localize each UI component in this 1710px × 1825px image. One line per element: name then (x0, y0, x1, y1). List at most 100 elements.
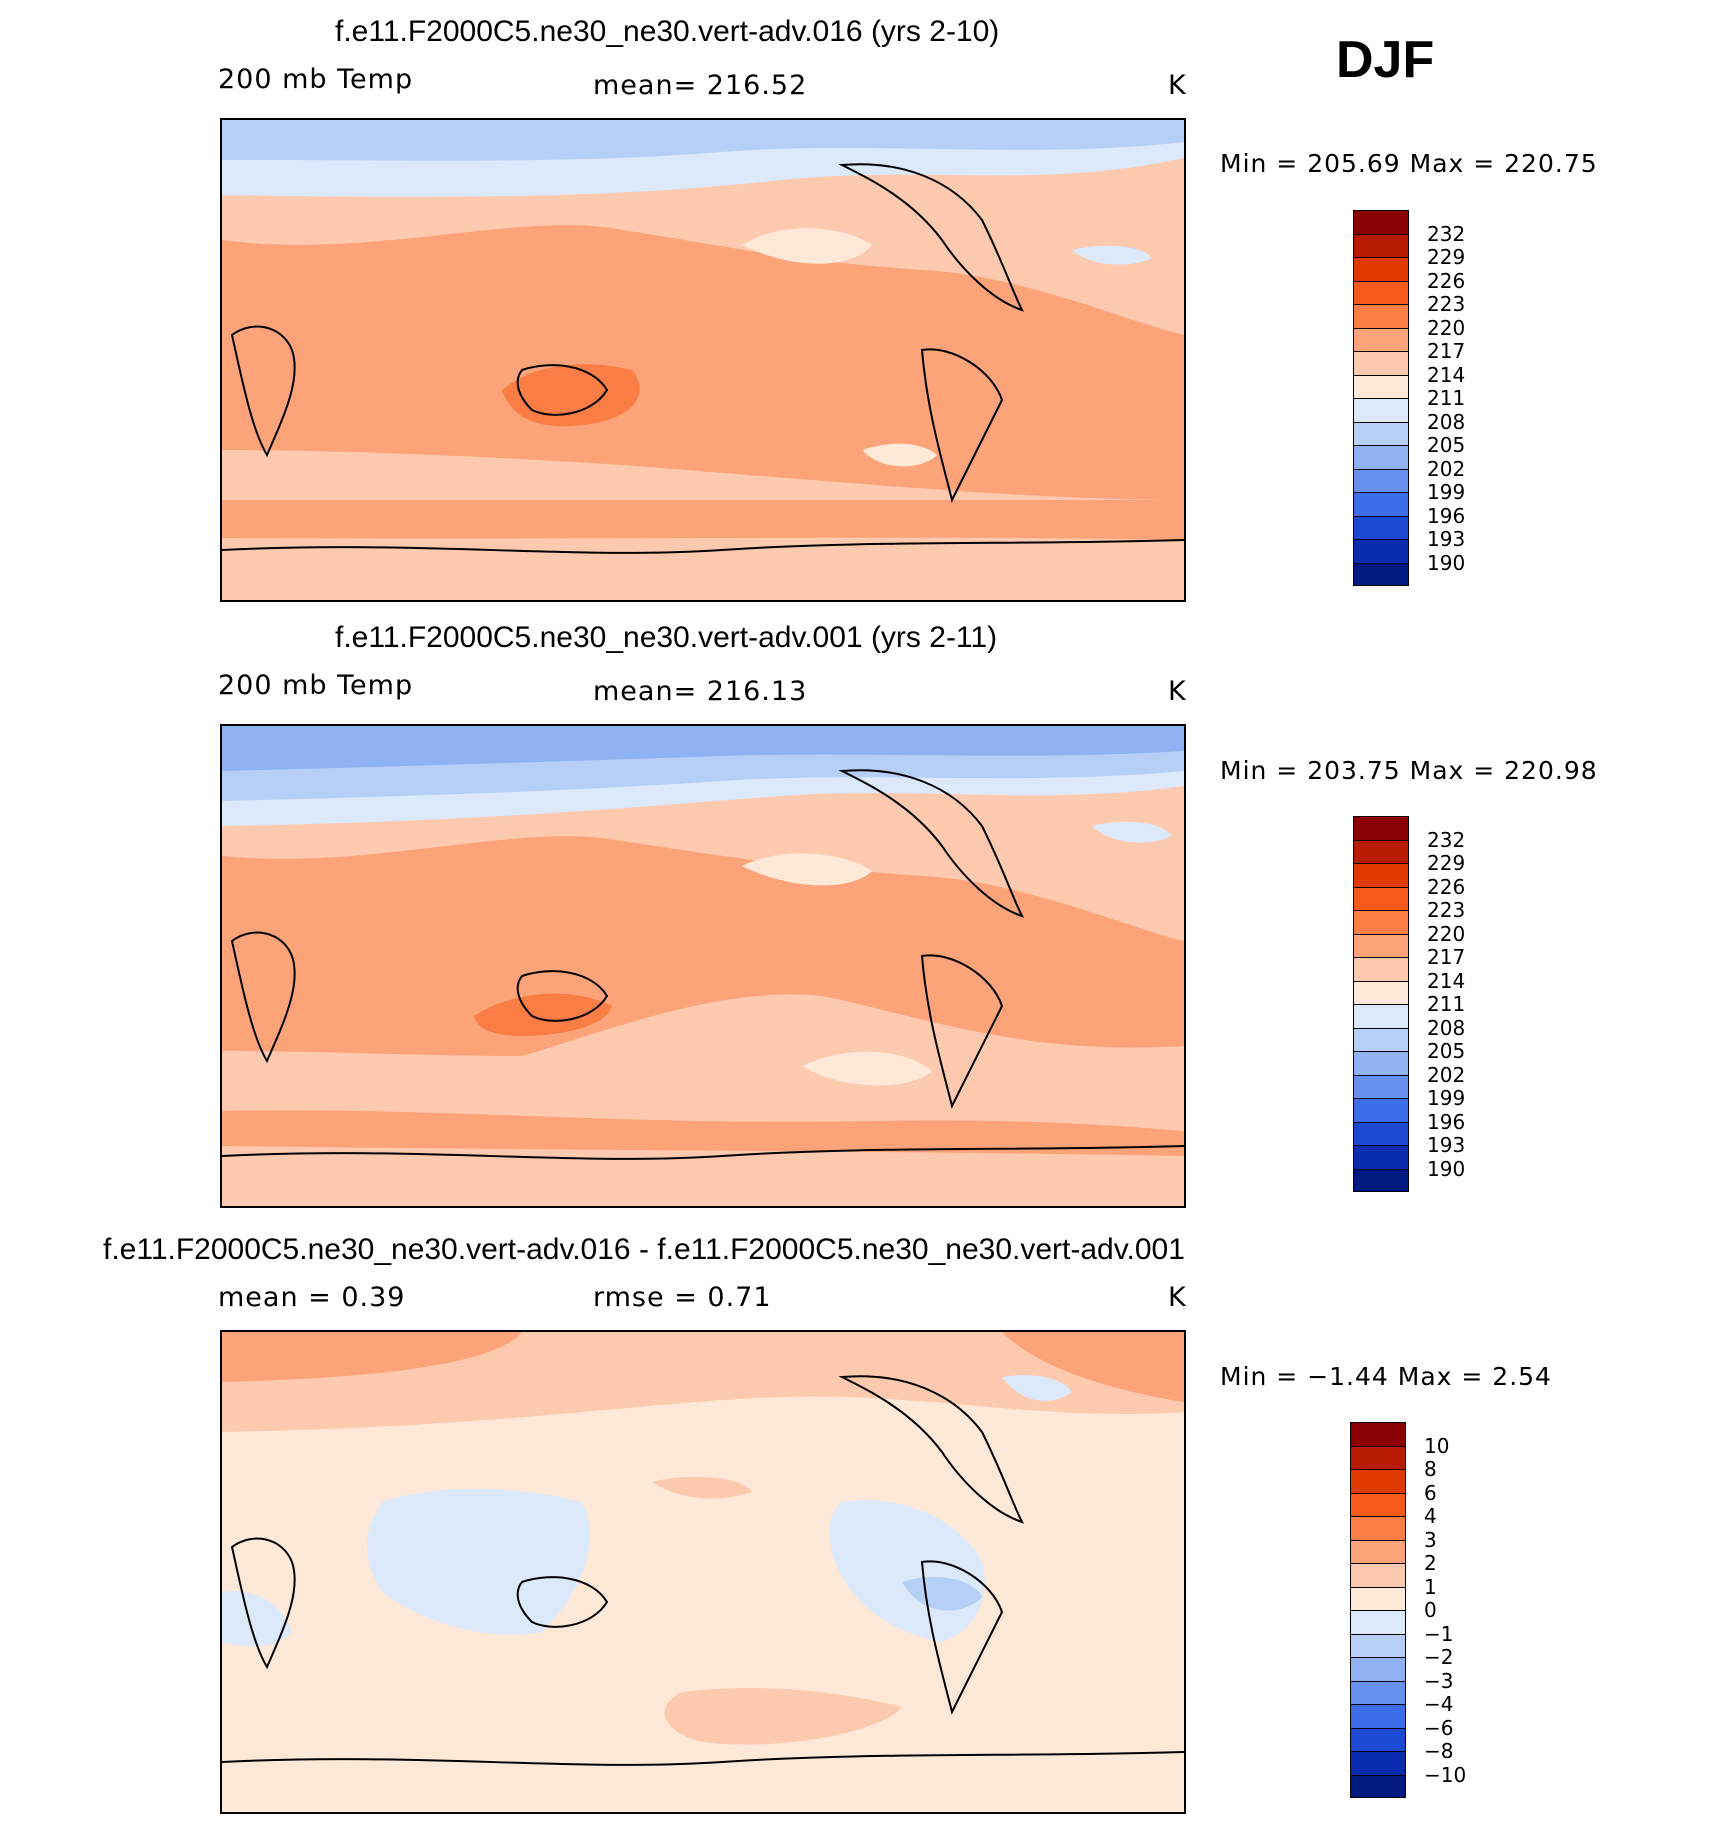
colorbar-tick-label: 199 (1427, 1086, 1466, 1110)
colorbar-tick-label: 202 (1427, 456, 1466, 481)
panel-1-units: K (1168, 70, 1187, 101)
colorbar-tick-label: −2 (1424, 1645, 1454, 1669)
colorbar-swatch (1353, 468, 1409, 492)
colorbar-tick-label: 10 (1424, 1433, 1450, 1458)
colorbar-tick-label: 202 (1427, 1062, 1466, 1087)
colorbar-tick-label: 8 (1424, 1457, 1437, 1481)
colorbar-swatch (1353, 1027, 1409, 1051)
colorbar-swatch (1350, 1563, 1406, 1587)
colorbar-tick-label: 217 (1427, 339, 1466, 363)
colorbar-tick-label: 223 (1427, 898, 1466, 922)
colorbar-tick-label: 193 (1427, 527, 1466, 551)
colorbar-swatch (1353, 515, 1409, 539)
colorbar-frame (1350, 1422, 1406, 1798)
colorbar-swatch (1353, 910, 1409, 934)
colorbar-tick-label: 232 (1427, 221, 1466, 246)
colorbar-tick-label: 196 (1427, 503, 1466, 528)
colorbar-swatch (1353, 304, 1409, 328)
colorbar-tick-label: 214 (1427, 968, 1466, 993)
colorbar-swatch (1350, 1422, 1406, 1446)
colorbar-tick-label: 6 (1424, 1480, 1437, 1505)
colorbar-tick-label: 214 (1427, 362, 1466, 387)
colorbar-swatch (1353, 280, 1409, 304)
colorbar-swatch (1353, 816, 1409, 840)
panel-2-contour-field (222, 726, 1184, 1206)
colorbar-tick-label: 211 (1427, 992, 1466, 1016)
colorbar-swatch (1353, 957, 1409, 981)
colorbar-swatch (1353, 863, 1409, 887)
colorbar-swatch (1353, 351, 1409, 375)
panel-3-mean-label: mean = 0.39 (218, 1282, 406, 1313)
colorbar-swatch (1353, 210, 1409, 234)
colorbar-swatch (1350, 1539, 1406, 1563)
panel-3-units: K (1168, 1282, 1187, 1313)
panel-3-contour-field (222, 1332, 1184, 1812)
colorbar-swatch (1353, 374, 1409, 398)
panel-2-variable-label: 200 mb Temp (218, 670, 414, 701)
colorbar-tick-label: 3 (1424, 1527, 1437, 1552)
season-label: DJF (1336, 31, 1435, 89)
colorbar-swatch (1350, 1633, 1406, 1657)
colorbar-swatch (1353, 980, 1409, 1004)
colorbar-tick-label: 226 (1427, 874, 1466, 899)
panel-1-map (220, 118, 1186, 602)
colorbar-swatch (1350, 1445, 1406, 1469)
colorbar-swatch (1350, 1704, 1406, 1728)
colorbar-swatch (1353, 233, 1409, 257)
colorbar-tick-label: 199 (1427, 480, 1466, 504)
panel-3-title: f.e11.F2000C5.ne30_ne30.vert-adv.016 - f… (103, 1233, 1185, 1266)
colorbar-frame (1353, 816, 1409, 1192)
colorbar-tick-label: 229 (1427, 851, 1466, 875)
colorbar-swatch (1350, 1610, 1406, 1634)
panel-2-title: f.e11.F2000C5.ne30_ne30.vert-adv.001 (yr… (335, 621, 998, 654)
colorbar-tick-label: 217 (1427, 945, 1466, 969)
panel-1-title: f.e11.F2000C5.ne30_ne30.vert-adv.016 (yr… (335, 15, 1000, 48)
colorbar-swatch (1353, 1051, 1409, 1075)
colorbar-swatch (1353, 839, 1409, 863)
colorbar-tick-label: 2 (1424, 1551, 1437, 1575)
colorbar-swatch (1353, 1168, 1409, 1192)
colorbar-tick-label: 220 (1427, 315, 1466, 340)
colorbar-tick-label: 190 (1427, 550, 1466, 575)
colorbar-tick-label: 4 (1424, 1504, 1437, 1528)
colorbar-tick-label: −1 (1424, 1621, 1454, 1646)
panel-3-map (220, 1330, 1186, 1814)
colorbar-tick-label: 211 (1427, 386, 1466, 410)
panel-3-minmax: Min = −1.44 Max = 2.54 (1220, 1362, 1552, 1391)
colorbar-tick-label: −10 (1424, 1762, 1467, 1787)
colorbar-tick-label: 220 (1427, 921, 1466, 946)
panel-1-contour-field (222, 120, 1184, 600)
colorbar-swatch (1350, 1751, 1406, 1775)
colorbar-tick-label: 223 (1427, 292, 1466, 316)
colorbar-tick-label: 232 (1427, 827, 1466, 852)
colorbar-swatch (1350, 1680, 1406, 1704)
colorbar-tick-label: 190 (1427, 1156, 1466, 1181)
colorbar-swatch (1353, 1004, 1409, 1028)
colorbar-tick-label: 0 (1424, 1598, 1437, 1622)
colorbar-tick-label: −3 (1424, 1668, 1454, 1693)
panel-3-rmse-label: rmse = 0.71 (593, 1282, 772, 1313)
colorbar-swatch (1353, 398, 1409, 422)
colorbar-swatch (1350, 1516, 1406, 1540)
colorbar-swatch (1350, 1657, 1406, 1681)
colorbar-swatch (1353, 539, 1409, 563)
panel-2-mean-label: mean= 216.13 (593, 676, 808, 707)
panel-2-units: K (1168, 676, 1187, 707)
colorbar-tick-label: 208 (1427, 409, 1466, 434)
colorbar-swatch (1353, 562, 1409, 586)
colorbar-swatch (1350, 1586, 1406, 1610)
colorbar-swatch (1353, 492, 1409, 516)
colorbar-swatch (1350, 1727, 1406, 1751)
colorbar-tick-label: 1 (1424, 1574, 1437, 1599)
colorbar-swatch (1353, 1074, 1409, 1098)
colorbar-tick-label: 196 (1427, 1109, 1466, 1134)
colorbar-tick-label: −4 (1424, 1692, 1454, 1716)
colorbar-swatch (1353, 1121, 1409, 1145)
colorbar-tick-label: −8 (1424, 1739, 1454, 1763)
colorbar-frame (1353, 210, 1409, 586)
colorbar-tick-label: 205 (1427, 1039, 1466, 1063)
panel-1-variable-label: 200 mb Temp (218, 64, 414, 95)
panel-2-minmax: Min = 203.75 Max = 220.98 (1220, 756, 1598, 785)
panel-2-map (220, 724, 1186, 1208)
